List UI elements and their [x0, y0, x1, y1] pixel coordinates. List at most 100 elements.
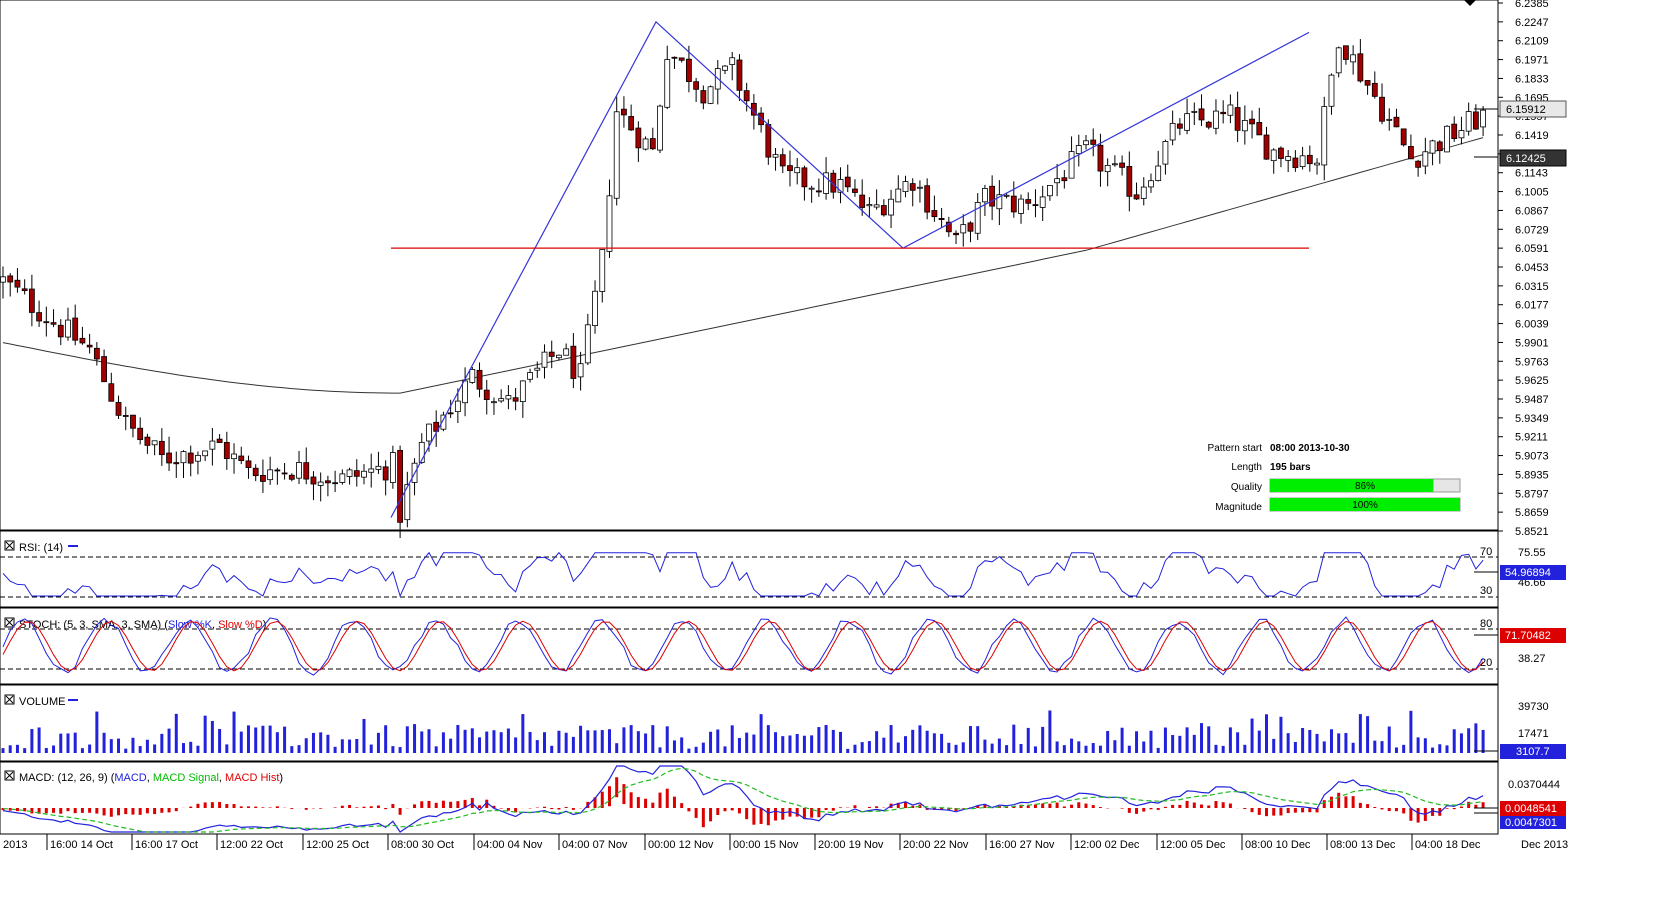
candle — [1047, 185, 1053, 201]
macd-hist-bar — [239, 806, 243, 808]
macd-hist-bar — [362, 806, 366, 808]
macd-hist-bar — [348, 804, 352, 808]
candle — [0, 266, 6, 299]
macd-hist-bar — [1459, 806, 1463, 808]
macd-hist-bar — [1344, 796, 1348, 808]
volume-bar — [723, 746, 727, 753]
candle — [209, 428, 216, 466]
macd-hist-bar — [506, 808, 510, 811]
macd-hist-bar — [824, 808, 828, 811]
macd-hist-bar — [810, 808, 814, 818]
volume-bar — [1084, 745, 1088, 753]
pattern-zigzag — [390, 20, 1310, 518]
macd-value-box — [1500, 801, 1566, 816]
volume-bar — [311, 732, 315, 753]
macd-hist-bar — [1200, 804, 1204, 808]
macd-hist-bar — [1091, 805, 1095, 808]
macd-hist-bar — [1431, 808, 1435, 816]
volume-bar — [586, 730, 590, 753]
macd-hist-bar — [839, 807, 843, 808]
volume-bar — [543, 732, 546, 753]
candle — [1104, 158, 1111, 187]
candle — [1119, 155, 1125, 176]
macd-hist-bar — [441, 800, 445, 808]
price-tick-label: 6.0453 — [1515, 262, 1549, 274]
macd-hist-bar — [37, 808, 41, 814]
macd-hist-bar — [1135, 808, 1139, 814]
candle — [1299, 146, 1306, 170]
macd-hist-bar — [59, 808, 63, 814]
stoch-panel — [0, 607, 1499, 685]
volume-bar — [1344, 732, 1348, 753]
svg-text:STOCH: (5, 3, SMA, 3, SMA) (Sl: STOCH: (5, 3, SMA, 3, SMA) (Slow %K, Slo… — [19, 619, 266, 631]
macd-close-paren: ) — [279, 772, 283, 784]
macd-hist-bar — [1084, 803, 1088, 808]
candle — [50, 309, 57, 328]
stoch-title: STOCH: (5, 3, SMA, 3, SMA) ( — [19, 619, 168, 631]
macd-hist-bar — [1005, 806, 1009, 808]
candle — [541, 344, 548, 379]
volume-bar — [210, 720, 214, 753]
macd-hist-bar — [766, 808, 770, 826]
candle — [1111, 155, 1118, 167]
macd-hist-bar — [1351, 796, 1355, 808]
price-tick-label: 6.1833 — [1515, 73, 1549, 85]
macd-hist-bar — [1474, 804, 1478, 808]
volume-bar — [174, 713, 178, 753]
macd-title: MACD: (12, 26, 9) ( — [19, 772, 115, 784]
macd-hist-bar — [1308, 808, 1312, 813]
macd-hist-bar — [15, 808, 19, 812]
candle — [1429, 139, 1436, 166]
candle — [852, 179, 858, 197]
macd-hist-bar — [290, 808, 294, 809]
volume-bar — [1, 748, 5, 753]
candle — [491, 397, 497, 415]
candle — [310, 471, 317, 501]
macd-hist-bar — [701, 808, 705, 828]
candle — [837, 167, 844, 204]
price-tick-label: 6.0039 — [1515, 319, 1549, 331]
macd-hist-bar — [203, 802, 207, 808]
volume-bar — [1200, 723, 1204, 753]
volume-bar — [117, 738, 121, 753]
candle — [195, 451, 201, 475]
price-tick-label: 6.0729 — [1515, 224, 1549, 236]
candle — [180, 450, 187, 479]
candle — [1451, 116, 1458, 142]
macd-hist-bar — [1387, 808, 1391, 812]
macd-hist-bar — [463, 799, 467, 808]
candle — [1140, 177, 1147, 206]
volume-bar — [362, 718, 366, 753]
scroll-arrow-icon[interactable] — [1464, 0, 1476, 6]
macd-hist-bar — [369, 806, 373, 808]
ma-value-marker: 6.12425 — [1474, 149, 1567, 167]
volume-bar — [182, 743, 185, 753]
volume-bar — [636, 731, 640, 753]
macd-hist-bar — [1445, 808, 1449, 809]
macd-value2-box — [1500, 815, 1566, 829]
volume-bar — [225, 744, 229, 753]
volume-bar — [1373, 740, 1377, 753]
candle — [628, 104, 635, 131]
macd-hist-bar — [557, 808, 561, 810]
volume-bar — [1279, 716, 1283, 753]
volume-bar — [1120, 727, 1124, 753]
macd-hist-bar — [1207, 805, 1211, 808]
macd-hist-bar — [189, 806, 193, 808]
macd-ytick: 0.0370444 — [1508, 779, 1560, 791]
volume-ytick: 17471 — [1518, 728, 1549, 740]
volume-bar — [983, 739, 987, 753]
candle — [1436, 140, 1443, 164]
volume-bar — [932, 733, 936, 753]
macd-hist-bar — [1329, 796, 1333, 808]
macd-hist-bar — [102, 808, 106, 816]
moving-average-line — [2, 137, 1484, 394]
candle — [122, 406, 129, 431]
time-tick-label: Dec 2013 — [1521, 839, 1568, 851]
volume-bar — [1026, 727, 1030, 753]
volume-bar — [1423, 738, 1427, 753]
candle — [317, 472, 324, 502]
volume-bar — [997, 738, 1001, 753]
candle — [375, 451, 382, 474]
volume-bar — [788, 735, 792, 753]
